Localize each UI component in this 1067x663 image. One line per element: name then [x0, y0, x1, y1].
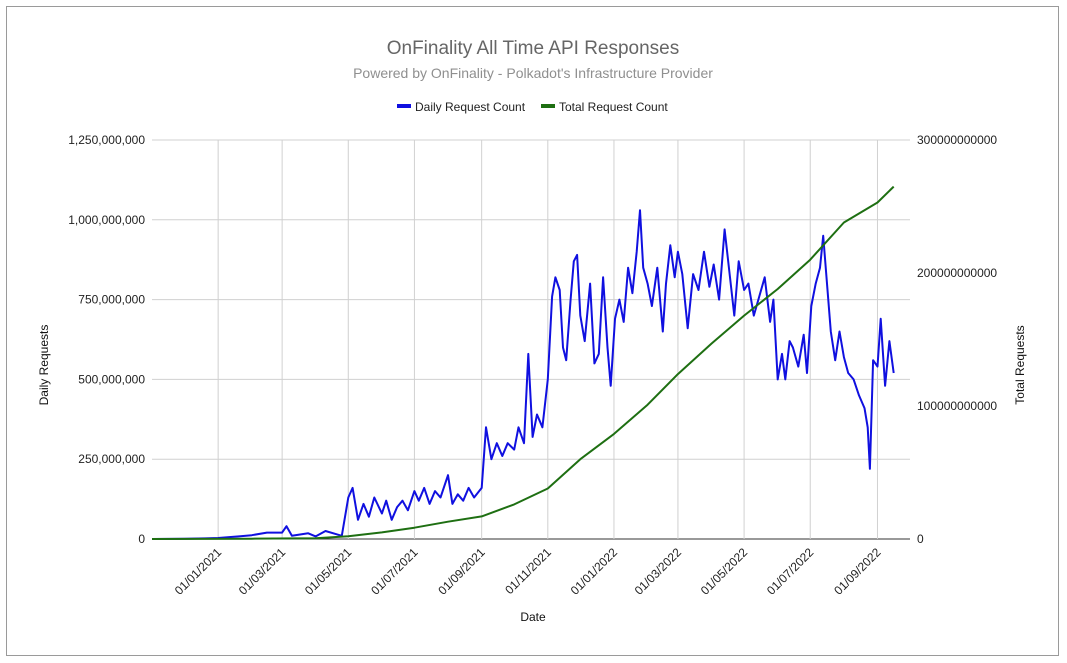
- x-tick-label: 01/09/2021: [435, 545, 488, 598]
- legend-swatch-total: [541, 104, 555, 108]
- gridlines: [152, 139, 910, 540]
- y-left-tick-labels: 0 250,000,000 500,000,000 750,000,000 1,000,…: [68, 133, 145, 546]
- legend-swatch-daily: [397, 104, 411, 108]
- x-tick-label: 01/01/2021: [172, 545, 225, 598]
- chart-frame: [6, 6, 1059, 656]
- y-right-tick-label: 300000000000: [917, 133, 997, 147]
- x-tick-label: 01/11/2021: [502, 545, 554, 597]
- x-tick-label: 01/01/2022: [568, 545, 621, 598]
- legend: Daily Request Count Total Request Count: [397, 100, 668, 114]
- x-tick-label: 01/03/2021: [236, 545, 289, 598]
- y-right-tick-label: 200000000000: [917, 266, 997, 280]
- legend-label-total: Total Request Count: [559, 100, 668, 114]
- x-tick-labels: 01/01/2021 01/03/2021 01/05/2021 01/07/2021…: [172, 545, 884, 598]
- x-tick-label: 01/03/2022: [632, 545, 685, 598]
- chart-subtitle: Powered by OnFinality - Polkadot's Infra…: [353, 65, 713, 81]
- y-right-axis-title: Total Requests: [1013, 325, 1027, 404]
- x-tick-label: 01/07/2021: [368, 545, 421, 598]
- y-right-tick-labels: 0 100000000000 200000000000 300000000000: [917, 133, 997, 546]
- series-line-daily: [151, 209, 895, 540]
- y-left-tick-label: 1,250,000,000: [68, 133, 145, 147]
- series-line-total: [151, 185, 895, 540]
- y-right-tick-label: 100000000000: [917, 399, 997, 413]
- series-lines: [151, 185, 895, 540]
- legend-label-daily: Daily Request Count: [415, 100, 526, 114]
- chart-title: OnFinality All Time API Responses: [387, 38, 680, 59]
- y-left-tick-label: 1,000,000,000: [68, 213, 145, 227]
- y-left-tick-label: 750,000,000: [78, 293, 145, 307]
- y-left-tick-label: 500,000,000: [78, 372, 145, 386]
- y-left-axis-title: Daily Requests: [37, 325, 51, 406]
- x-tick-label: 01/05/2021: [302, 545, 355, 598]
- y-right-tick-label: 0: [917, 532, 924, 546]
- y-left-tick-label: 250,000,000: [78, 452, 145, 466]
- x-axis-title: Date: [520, 610, 546, 624]
- x-tick-label: 01/05/2022: [698, 545, 751, 598]
- x-tick-label: 01/07/2022: [764, 545, 817, 598]
- y-left-tick-label: 0: [138, 532, 145, 546]
- x-tick-label: 01/09/2022: [831, 545, 884, 598]
